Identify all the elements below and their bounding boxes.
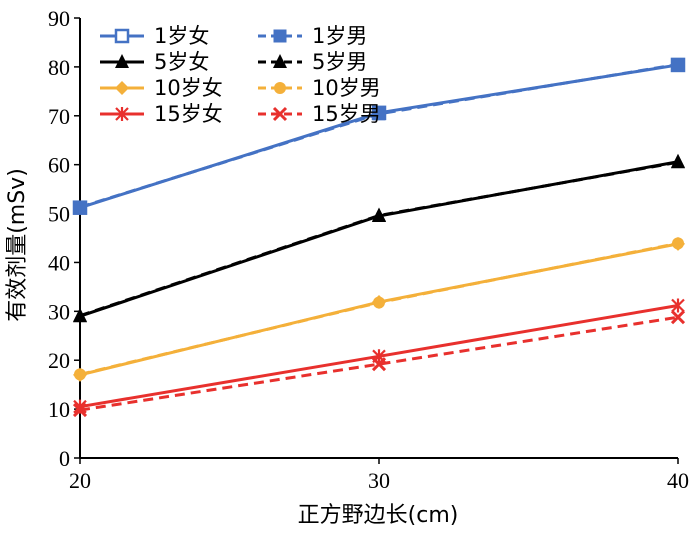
axes — [74, 17, 679, 464]
series-8 — [72, 310, 686, 418]
series-group — [72, 57, 686, 418]
y-tick-label: 40 — [48, 250, 70, 275]
legend-label: 1岁女 — [154, 24, 209, 48]
data-point-marker — [672, 237, 684, 250]
series-line — [79, 160, 679, 318]
data-point-marker — [272, 106, 288, 122]
series-line — [79, 315, 679, 412]
legend-label: 5岁女 — [154, 50, 209, 74]
legend-item: 10岁男 — [258, 76, 381, 100]
x-tick-label: 40 — [667, 468, 689, 493]
series-6 — [74, 237, 684, 381]
data-point-marker — [273, 54, 287, 68]
x-axis-title: 正方野边长(cm) — [298, 503, 459, 528]
data-point-marker — [671, 154, 685, 169]
legend-item: 5岁男 — [258, 50, 367, 74]
y-tick-label: 60 — [48, 153, 70, 178]
data-point-marker — [670, 310, 686, 325]
series-4 — [73, 154, 685, 322]
data-point-marker — [372, 207, 386, 222]
legend-item: 15岁女 — [100, 102, 223, 126]
y-tick-label: 70 — [48, 104, 70, 129]
legend-label: 15岁女 — [154, 102, 223, 126]
y-axis-title: 有效剂量(mSv) — [5, 168, 30, 322]
series-2 — [73, 57, 685, 214]
data-point-marker — [114, 28, 130, 44]
data-point-marker — [274, 82, 286, 94]
legend-item: 10岁女 — [100, 76, 223, 100]
legend-label: 10岁男 — [312, 76, 381, 100]
data-point-marker — [115, 81, 129, 95]
legend-label: 15岁男 — [312, 102, 381, 126]
y-tick-label: 30 — [48, 299, 70, 324]
y-tick-label: 10 — [48, 397, 70, 422]
data-point-marker — [372, 107, 386, 121]
data-point-marker — [371, 357, 387, 372]
y-tick-label: 0 — [59, 446, 70, 471]
data-point-marker — [373, 296, 385, 309]
data-point-marker — [73, 200, 87, 214]
data-point-marker — [74, 368, 86, 381]
data-point-marker — [273, 29, 287, 43]
y-tick-label: 20 — [48, 348, 70, 373]
x-tick-label: 20 — [69, 468, 91, 493]
data-point-marker — [115, 54, 129, 68]
legend: 1岁女 1岁男 5岁女 5岁男 10岁女 10岁男 15岁女 15岁男 — [100, 24, 381, 126]
x-tick-label: 30 — [368, 468, 390, 493]
legend-item: 15岁男 — [258, 102, 381, 126]
legend-label: 5岁男 — [312, 50, 367, 74]
data-point-marker — [73, 307, 87, 322]
legend-item: 5岁女 — [100, 50, 209, 74]
legend-item: 1岁女 — [100, 24, 209, 48]
legend-label: 10岁女 — [154, 76, 223, 100]
data-point-marker — [115, 107, 129, 121]
series-line — [79, 160, 679, 318]
y-tick-label: 50 — [48, 202, 70, 227]
legend-item: 1岁男 — [258, 24, 367, 48]
data-point-marker — [671, 57, 685, 71]
legend-label: 1岁男 — [312, 24, 367, 48]
data-point-marker — [72, 403, 88, 418]
series-7 — [73, 298, 685, 414]
tick-labels: 0 10 20 30 40 50 60 70 80 90 20 30 40 — [48, 6, 689, 493]
y-tick-label: 80 — [48, 55, 70, 80]
y-tick-label: 90 — [48, 6, 70, 31]
data-point-marker — [671, 298, 685, 313]
